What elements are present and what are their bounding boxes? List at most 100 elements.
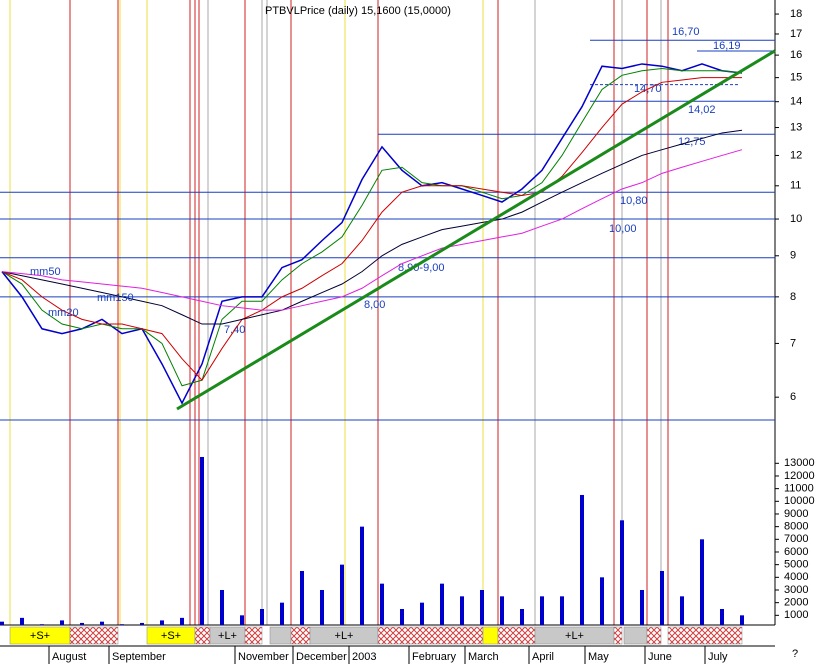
volume-tick-label: 8000 [784,521,808,533]
volume-bar [300,570,304,625]
signal-label: +S+ [30,630,50,642]
volume-bar [680,596,684,625]
signal-band [269,626,292,645]
series-label: mm150 [97,292,134,304]
volume-bar [100,621,104,625]
month-label: 2003 [352,651,376,663]
volume-bar [460,596,464,625]
volume-bar [520,608,524,625]
volume-bar [620,520,624,625]
moving-average [1,149,743,311]
price-line [1,63,743,405]
level-label: 16,19 [713,40,741,52]
volume-bar [660,570,664,625]
y-tick-label: 6 [790,391,796,403]
y-tick-label: 10 [790,213,802,225]
month-label: August [52,651,86,663]
volume-bar [640,589,644,625]
volume-bar [740,615,744,625]
volume-bar [160,620,164,625]
y-tick-label: 9 [790,250,796,262]
volume-bar [480,589,484,625]
volume-bar [600,577,604,625]
volume-tick-label: 9000 [784,508,808,520]
volume-bar [700,539,704,625]
moving-average [1,67,743,387]
signal-band [613,626,623,645]
level-label: 16,70 [672,26,700,38]
y-tick-label: 8 [790,291,796,303]
volume-bar [380,583,384,625]
volume-tick-label: 12000 [784,470,815,482]
month-label: July [708,651,728,663]
signal-band [244,626,263,645]
volume-bar [200,456,204,625]
signal-label: +L+ [565,630,584,642]
y-tick-label: 16 [790,49,802,61]
signal-band [290,626,311,645]
signal-band [646,626,662,645]
signal-band [623,626,648,645]
moving-average [1,77,742,381]
corner-mark: ? [792,648,798,660]
signal-band [194,626,211,645]
volume-bar [80,622,84,625]
month-label: November [238,651,289,663]
signal-label: +L+ [218,630,237,642]
level-label: 10,00 [609,223,637,235]
volume-bar [400,608,404,625]
month-label: March [468,651,499,663]
volume-bar [40,624,44,625]
month-label: May [588,651,609,663]
signal-band [69,626,119,645]
volume-bar [540,596,544,625]
volume-bar [500,596,504,625]
y-tick-label: 18 [790,8,802,20]
volume-tick-label: 11000 [784,483,814,495]
level-label: 14,02 [688,104,716,116]
volume-tick-label: 13000 [784,457,815,469]
volume-tick-label: 1000 [784,609,808,621]
level-label: 10,80 [620,195,648,207]
y-tick-label: 13 [790,121,802,133]
level-label: 12,75 [678,136,706,148]
volume-tick-label: 10000 [784,495,815,507]
volume-bar [560,596,564,625]
volume-bar [20,617,24,625]
trend-line [176,49,776,411]
volume-bar [440,583,444,625]
y-tick-label: 14 [790,96,802,108]
volume-bar [60,620,64,625]
signal-band [482,626,499,645]
moving-average [1,129,743,325]
y-tick-label: 11 [790,180,801,192]
signal-lines [9,0,669,625]
volume-tick-label: 7000 [784,533,808,545]
y-tick-label: 7 [790,337,796,349]
volume-bar [580,494,584,625]
y-tick-label: 12 [790,149,802,161]
volume-tick-label: 2000 [784,597,808,609]
volume-bar [240,615,244,625]
volume-bar [140,622,144,625]
signal-label: +L+ [335,630,354,642]
volume-tick-label: 6000 [784,546,808,558]
volume-bar [0,621,4,625]
volume-tick-label: 3000 [784,584,808,596]
month-label: June [648,651,672,663]
signal-band [667,626,743,645]
level-label: 8,00 [364,299,385,311]
month-label: April [532,651,554,663]
volume-bar [220,589,224,625]
volume-bar [360,526,364,625]
chart-title: PTBVLPrice (daily) 15,1600 (15,0000) [265,5,451,17]
volume-bar [340,564,344,625]
volume-bar [320,589,324,625]
series-label: mm50 [30,266,61,278]
volume-bar [280,602,284,625]
signal-band [497,626,536,645]
month-label: December [296,651,347,663]
y-tick-label: 17 [790,28,802,40]
